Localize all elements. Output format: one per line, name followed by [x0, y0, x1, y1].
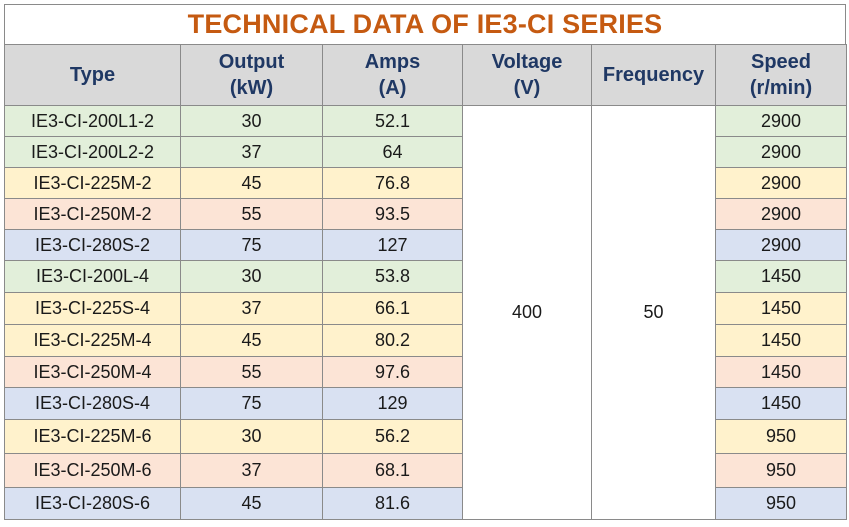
cell-output: 37	[180, 136, 323, 168]
cell-speed: 2900	[715, 198, 847, 230]
header-frequency: Frequency	[591, 44, 716, 106]
cell-amps: 68.1	[322, 453, 463, 488]
cell-output: 55	[180, 356, 323, 388]
cell-type: IE3-CI-225M-4	[4, 324, 181, 357]
cell-amps: 80.2	[322, 324, 463, 357]
cell-output: 45	[180, 487, 323, 520]
cell-output: 37	[180, 453, 323, 488]
cell-speed: 1450	[715, 260, 847, 293]
cell-output: 37	[180, 292, 323, 325]
technical-data-table: Type Output (kW) Amps (A) Voltage (V) Frequ…	[4, 44, 847, 520]
header-voltage: Voltage (V)	[462, 44, 592, 106]
cell-amps: 64	[322, 136, 463, 168]
cell-amps: 66.1	[322, 292, 463, 325]
cell-amps: 53.8	[322, 260, 463, 293]
cell-type: IE3-CI-200L2-2	[4, 136, 181, 168]
cell-type: IE3-CI-225M-6	[4, 419, 181, 454]
cell-type: IE3-CI-250M-4	[4, 356, 181, 388]
cell-amps: 76.8	[322, 167, 463, 199]
cell-amps: 81.6	[322, 487, 463, 520]
table-title: TECHNICAL DATA OF IE3-CI SERIES	[4, 4, 846, 44]
cell-speed: 2900	[715, 105, 847, 137]
cell-frequency: 50	[591, 105, 716, 520]
table-row: IE3-CI-250M-2 55 93.5 2900	[4, 198, 847, 230]
cell-type: IE3-CI-200L-4	[4, 260, 181, 293]
cell-output: 30	[180, 260, 323, 293]
table-row: IE3-CI-280S-2 75 127 2900	[4, 229, 847, 261]
header-amps: Amps (A)	[322, 44, 463, 106]
cell-voltage: 400	[462, 105, 592, 520]
table-row: IE3-CI-225S-4 37 66.1 1450	[4, 292, 847, 325]
cell-output: 45	[180, 167, 323, 199]
table-body: IE3-CI-200L1-2 30 52.1 400 50 2900 IE3-CI-200L…	[4, 105, 847, 520]
cell-type: IE3-CI-225S-4	[4, 292, 181, 325]
header-row: Type Output (kW) Amps (A) Voltage (V) Frequ…	[4, 44, 847, 106]
cell-output: 55	[180, 198, 323, 230]
table-row: IE3-CI-200L1-2 30 52.1 400 50 2900	[4, 105, 847, 520]
cell-speed: 1450	[715, 387, 847, 420]
cell-speed: 950	[715, 453, 847, 488]
table-row: IE3-CI-280S-4 75 129 1450	[4, 387, 847, 420]
cell-type: IE3-CI-280S-6	[4, 487, 181, 520]
cell-speed: 2900	[715, 167, 847, 199]
cell-output: 75	[180, 387, 323, 420]
cell-speed: 2900	[715, 136, 847, 168]
header-speed: Speed (r/min)	[715, 44, 847, 106]
cell-speed: 1450	[715, 324, 847, 357]
cell-speed: 1450	[715, 356, 847, 388]
cell-amps: 56.2	[322, 419, 463, 454]
cell-type: IE3-CI-280S-4	[4, 387, 181, 420]
table-row: IE3-CI-280S-6 45 81.6 950	[4, 487, 847, 520]
cell-amps: 93.5	[322, 198, 463, 230]
cell-type: IE3-CI-225M-2	[4, 167, 181, 199]
table-row: IE3-CI-250M-4 55 97.6 1450	[4, 356, 847, 388]
cell-amps: 127	[322, 229, 463, 261]
table-row: IE3-CI-200L-4 30 53.8 1450	[4, 260, 847, 293]
cell-speed: 950	[715, 487, 847, 520]
cell-amps: 52.1	[322, 105, 463, 137]
cell-speed: 1450	[715, 292, 847, 325]
table-row: IE3-CI-225M-2 45 76.8 2900	[4, 167, 847, 199]
cell-type: IE3-CI-250M-2	[4, 198, 181, 230]
header-type: Type	[4, 44, 181, 106]
table-row: IE3-CI-200L2-2 37 64 2900	[4, 136, 847, 168]
cell-output: 75	[180, 229, 323, 261]
cell-type: IE3-CI-280S-2	[4, 229, 181, 261]
cell-output: 30	[180, 105, 323, 137]
cell-amps: 97.6	[322, 356, 463, 388]
cell-output: 45	[180, 324, 323, 357]
table-row: IE3-CI-225M-6 30 56.2 950	[4, 419, 847, 454]
table-row: IE3-CI-225M-4 45 80.2 1450	[4, 324, 847, 357]
cell-type: IE3-CI-250M-6	[4, 453, 181, 488]
cell-speed: 950	[715, 419, 847, 454]
cell-speed: 2900	[715, 229, 847, 261]
header-output: Output (kW)	[180, 44, 323, 106]
table-row: IE3-CI-250M-6 37 68.1 950	[4, 453, 847, 488]
cell-type: IE3-CI-200L1-2	[4, 105, 181, 137]
cell-amps: 129	[322, 387, 463, 420]
cell-output: 30	[180, 419, 323, 454]
